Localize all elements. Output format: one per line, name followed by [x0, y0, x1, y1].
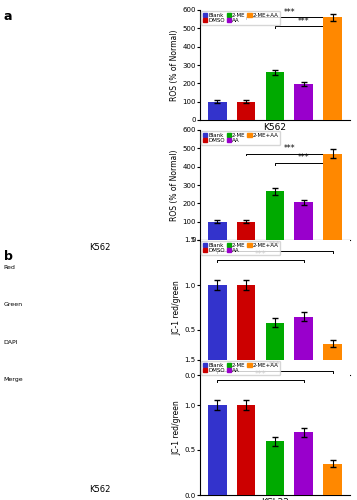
- Text: Merge: Merge: [4, 378, 23, 382]
- Legend: Blank, DMSO, 2-ME, AA, 2-ME+AA: Blank, DMSO, 2-ME, AA, 2-ME+AA: [201, 131, 280, 145]
- Bar: [295, 316, 313, 375]
- Bar: [266, 441, 284, 495]
- Text: DAPI: DAPI: [4, 340, 18, 345]
- Text: K562: K562: [89, 243, 111, 252]
- X-axis label: K562: K562: [263, 378, 286, 387]
- Y-axis label: ROS (% of Normal): ROS (% of Normal): [171, 149, 180, 221]
- X-axis label: KCL22: KCL22: [261, 498, 289, 500]
- Text: ***: ***: [283, 8, 295, 17]
- Bar: [266, 192, 284, 240]
- Text: ***: ***: [269, 241, 281, 250]
- Bar: [266, 323, 284, 375]
- Bar: [208, 285, 227, 375]
- Y-axis label: JC-1 red/green: JC-1 red/green: [173, 400, 182, 455]
- Bar: [237, 285, 255, 375]
- Text: Red: Red: [4, 265, 15, 270]
- Text: ***: ***: [298, 17, 310, 26]
- Text: ***: ***: [255, 250, 266, 259]
- X-axis label: K562: K562: [263, 123, 286, 132]
- Bar: [295, 432, 313, 495]
- Bar: [323, 18, 342, 120]
- Bar: [295, 202, 313, 240]
- Bar: [237, 222, 255, 240]
- Text: ***: ***: [255, 370, 266, 379]
- Bar: [237, 102, 255, 120]
- Bar: [237, 405, 255, 495]
- Text: Green: Green: [4, 302, 23, 308]
- Bar: [208, 102, 227, 120]
- Bar: [266, 72, 284, 120]
- X-axis label: KCL22: KCL22: [261, 243, 289, 252]
- Legend: Blank, DMSO, 2-ME, AA, 2-ME+AA: Blank, DMSO, 2-ME, AA, 2-ME+AA: [201, 241, 280, 255]
- Legend: Blank, DMSO, 2-ME, AA, 2-ME+AA: Blank, DMSO, 2-ME, AA, 2-ME+AA: [201, 361, 280, 375]
- Text: K562: K562: [89, 486, 111, 494]
- Y-axis label: JC-1 red/green: JC-1 red/green: [173, 280, 182, 335]
- Bar: [208, 405, 227, 495]
- Bar: [323, 344, 342, 375]
- Text: b: b: [4, 250, 12, 263]
- Text: a: a: [4, 10, 12, 23]
- Y-axis label: ROS (% of Normal): ROS (% of Normal): [171, 29, 180, 101]
- Text: ***: ***: [269, 361, 281, 370]
- Bar: [323, 464, 342, 495]
- Bar: [323, 154, 342, 240]
- Legend: Blank, DMSO, 2-ME, AA, 2-ME+AA: Blank, DMSO, 2-ME, AA, 2-ME+AA: [201, 11, 280, 25]
- Text: ***: ***: [298, 154, 310, 162]
- Text: ***: ***: [283, 144, 295, 154]
- Bar: [295, 84, 313, 120]
- Bar: [208, 222, 227, 240]
